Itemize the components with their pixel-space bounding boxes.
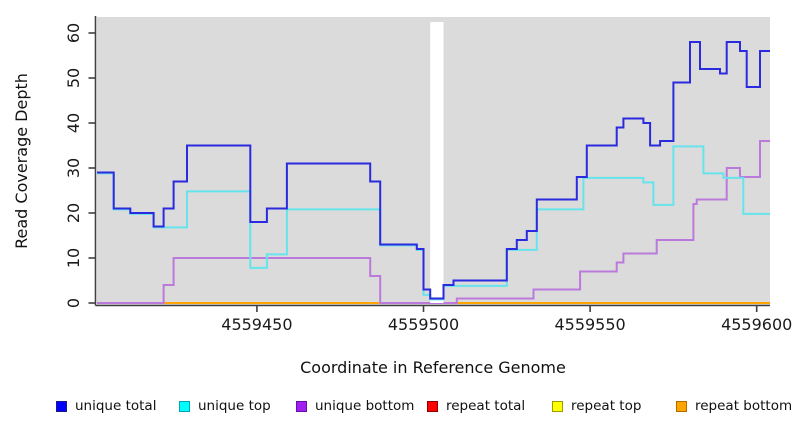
legend-label: unique total bbox=[75, 398, 157, 414]
repeat-total-swatch-icon bbox=[427, 400, 438, 412]
y-tick-label: 30 bbox=[64, 158, 83, 178]
x-tick-label: 4559550 bbox=[554, 315, 625, 334]
legend-item-unique-bottom: unique bottom bbox=[296, 398, 414, 414]
unique-top-swatch-icon bbox=[179, 400, 190, 412]
y-tick-label: 20 bbox=[64, 203, 83, 223]
y-tick-label: 60 bbox=[64, 23, 83, 43]
legend-item-unique-top: unique top bbox=[179, 398, 271, 414]
y-tick-label: 10 bbox=[64, 248, 83, 268]
repeat-bottom-swatch-icon bbox=[676, 400, 687, 412]
y-axis-title: Read Coverage Depth bbox=[12, 73, 31, 249]
legend-item-unique-total: unique total bbox=[56, 398, 156, 414]
y-tick-label: 40 bbox=[64, 113, 83, 133]
legend-label: repeat bottom bbox=[695, 398, 792, 414]
legend-item-repeat-top: repeat top bbox=[552, 398, 641, 414]
legend-label: repeat top bbox=[571, 398, 642, 414]
unique-total-swatch-icon bbox=[56, 400, 67, 412]
y-axis-ticks: 0 10 20 30 40 50 60 bbox=[64, 23, 96, 308]
x-tick-label: 4559450 bbox=[221, 315, 292, 334]
repeat-top-swatch-icon bbox=[552, 400, 563, 412]
x-tick-label: 4559500 bbox=[388, 315, 459, 334]
y-tick-label: 0 bbox=[64, 298, 83, 308]
x-axis-ticks: 4559450 4559500 4559550 4559600 bbox=[221, 305, 792, 334]
y-tick-label: 50 bbox=[64, 68, 83, 88]
legend: unique total unique top unique bottom re… bbox=[0, 398, 792, 416]
legend-item-repeat-bottom: repeat bottom bbox=[676, 398, 792, 414]
legend-label: repeat total bbox=[446, 398, 526, 414]
series-line-unique-bottom bbox=[97, 140, 770, 304]
x-axis-title: Coordinate in Reference Genome bbox=[300, 358, 566, 377]
coverage-chart: 4559450 4559500 4559550 4559600 0 10 20 30 40 50… bbox=[12, 16, 792, 377]
coverage-gap-mask bbox=[430, 22, 444, 303]
series-lines bbox=[97, 22, 770, 304]
legend-label: unique bottom bbox=[315, 398, 415, 414]
unique-bottom-swatch-icon bbox=[296, 400, 307, 412]
series-line-unique-total bbox=[97, 41, 770, 300]
x-tick-label: 4559600 bbox=[721, 315, 792, 334]
legend-label: unique top bbox=[198, 398, 271, 414]
legend-item-repeat-total: repeat total bbox=[427, 398, 525, 414]
